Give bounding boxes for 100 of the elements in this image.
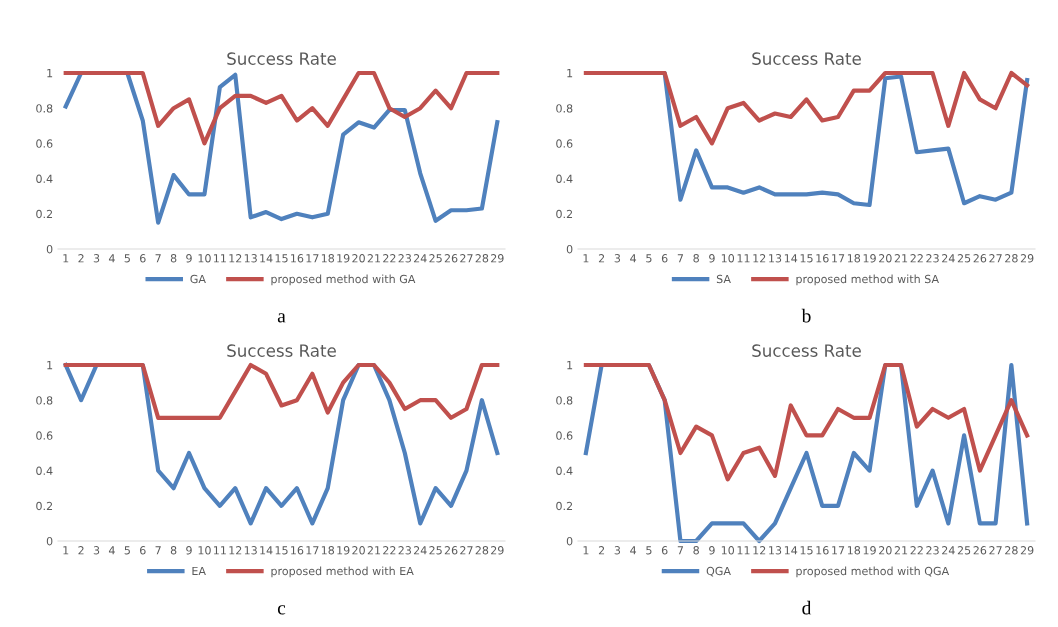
x-tick-label: 18 xyxy=(847,254,861,263)
text: d xyxy=(802,600,812,615)
x-tick-label: 17 xyxy=(306,546,319,555)
legend-label: proposed method with SA xyxy=(796,274,939,286)
x-tick-label: 6 xyxy=(661,254,668,263)
x-tick-label: 15 xyxy=(275,546,288,555)
y-tick-label: 0.4 xyxy=(556,174,573,183)
chart-title: Success Rate xyxy=(752,344,861,357)
x-tick-label: 3 xyxy=(614,254,621,263)
x-tick-label: 20 xyxy=(879,546,892,555)
x-tick-label: 17 xyxy=(306,254,319,263)
y-tick-label: 0.6 xyxy=(36,139,53,148)
x-tick-label: 9 xyxy=(709,546,715,555)
line-series xyxy=(583,362,1030,482)
x-tick-label: 21 xyxy=(894,254,908,263)
x-tick-label: 3 xyxy=(93,546,100,555)
x-tick-label: 24 xyxy=(413,546,427,555)
x-tick-label: 2 xyxy=(598,546,605,555)
chart-title: Success Rate xyxy=(227,52,336,65)
y-tick-label: 0 xyxy=(566,536,573,546)
x-tick-label: 26 xyxy=(973,254,987,263)
x-tick-label: 28 xyxy=(1005,546,1018,555)
x-tick-label: 20 xyxy=(352,546,365,555)
x-tick-label: 16 xyxy=(291,254,304,263)
x-tick-label: 2 xyxy=(78,254,84,263)
y-tick-label: 0.4 xyxy=(556,466,573,475)
x-tick-label: 27 xyxy=(460,254,473,263)
x-tick-label: 13 xyxy=(244,254,257,263)
x-tick-label: 11 xyxy=(737,546,750,555)
x-tick-label: 28 xyxy=(475,254,489,263)
x-tick-label: 1 xyxy=(583,254,589,263)
line-series xyxy=(63,70,500,225)
x-tick-label: 22 xyxy=(383,546,396,555)
x-tick-label: 27 xyxy=(989,254,1002,263)
y-tick-label: 1 xyxy=(567,361,573,370)
x-tick-label: 10 xyxy=(721,254,735,263)
x-tick-label: 26 xyxy=(444,546,458,555)
x-tick-label: 23 xyxy=(926,254,939,263)
x-tick-label: 22 xyxy=(910,254,923,263)
x-tick-label: 25 xyxy=(429,254,442,263)
y-tick-label: 0.4 xyxy=(36,174,53,183)
x-tick-label: 16 xyxy=(816,546,829,555)
x-tick-label: 14 xyxy=(260,546,273,555)
x-tick-label: 11 xyxy=(737,254,750,263)
x-tick-label: 9 xyxy=(186,546,192,555)
x-tick-label: 14 xyxy=(784,546,798,555)
x-tick-label: 12 xyxy=(229,546,242,555)
x-tick-label: 12 xyxy=(753,254,766,263)
x-tick-label: 6 xyxy=(140,546,146,555)
x-tick-label: 25 xyxy=(957,254,971,263)
x-tick-label: 8 xyxy=(170,254,177,263)
x-tick-label: 23 xyxy=(398,546,411,555)
y-tick-label: 0.8 xyxy=(556,104,573,113)
x-tick-label: 9 xyxy=(709,254,715,263)
x-tick-label: 5 xyxy=(124,546,130,555)
x-tick-label: 18 xyxy=(321,254,335,263)
x-tick-label: 24 xyxy=(942,254,955,263)
x-tick-label: 9 xyxy=(186,254,192,263)
x-tick-label: 20 xyxy=(879,254,892,263)
y-tick-label: 0.8 xyxy=(36,104,53,113)
y-tick-label: 0.6 xyxy=(36,431,53,440)
x-tick-label: 15 xyxy=(800,546,813,555)
y-tick-label: 0 xyxy=(46,244,53,254)
x-tick-label: 25 xyxy=(957,546,971,555)
x-tick-label: 2 xyxy=(78,546,84,555)
y-tick-label: 0 xyxy=(566,244,573,254)
legend-label: SA xyxy=(716,274,731,284)
x-tick-label: 29 xyxy=(1020,254,1034,263)
x-tick-label: 29 xyxy=(491,546,504,555)
x-tick-label: 16 xyxy=(816,254,829,263)
x-tick-label: 19 xyxy=(337,546,350,555)
x-tick-label: 20 xyxy=(352,254,365,263)
x-tick-label: 11 xyxy=(214,546,226,555)
text: b xyxy=(801,308,811,323)
x-tick-label: 7 xyxy=(155,254,161,263)
x-tick-label: 8 xyxy=(170,546,177,555)
x-tick-label: 18 xyxy=(321,546,335,555)
x-tick-label: 28 xyxy=(475,546,489,555)
x-tick-label: 24 xyxy=(413,254,427,263)
y-tick-label: 0.2 xyxy=(556,209,573,219)
y-tick-label: 0.4 xyxy=(36,466,53,475)
x-tick-label: 22 xyxy=(910,546,923,555)
y-tick-label: 0.6 xyxy=(556,139,573,148)
x-tick-label: 4 xyxy=(630,546,637,555)
y-tick-label: 0.8 xyxy=(556,396,573,405)
line-series xyxy=(63,362,500,526)
x-tick-label: 4 xyxy=(108,546,115,555)
x-tick-label: 25 xyxy=(429,546,442,555)
x-tick-label: 21 xyxy=(894,546,908,555)
chart-title: Success Rate xyxy=(752,52,861,65)
x-tick-label: 15 xyxy=(800,254,813,263)
x-tick-label: 4 xyxy=(108,254,115,263)
x-tick-label: 15 xyxy=(275,254,288,263)
x-tick-label: 7 xyxy=(677,254,684,263)
text: a xyxy=(277,313,286,323)
legend-label: proposed method with GA xyxy=(271,274,416,286)
x-tick-label: 19 xyxy=(863,254,876,263)
x-tick-label: 16 xyxy=(291,546,304,555)
x-tick-label: 7 xyxy=(155,546,161,555)
x-tick-label: 6 xyxy=(140,254,146,263)
